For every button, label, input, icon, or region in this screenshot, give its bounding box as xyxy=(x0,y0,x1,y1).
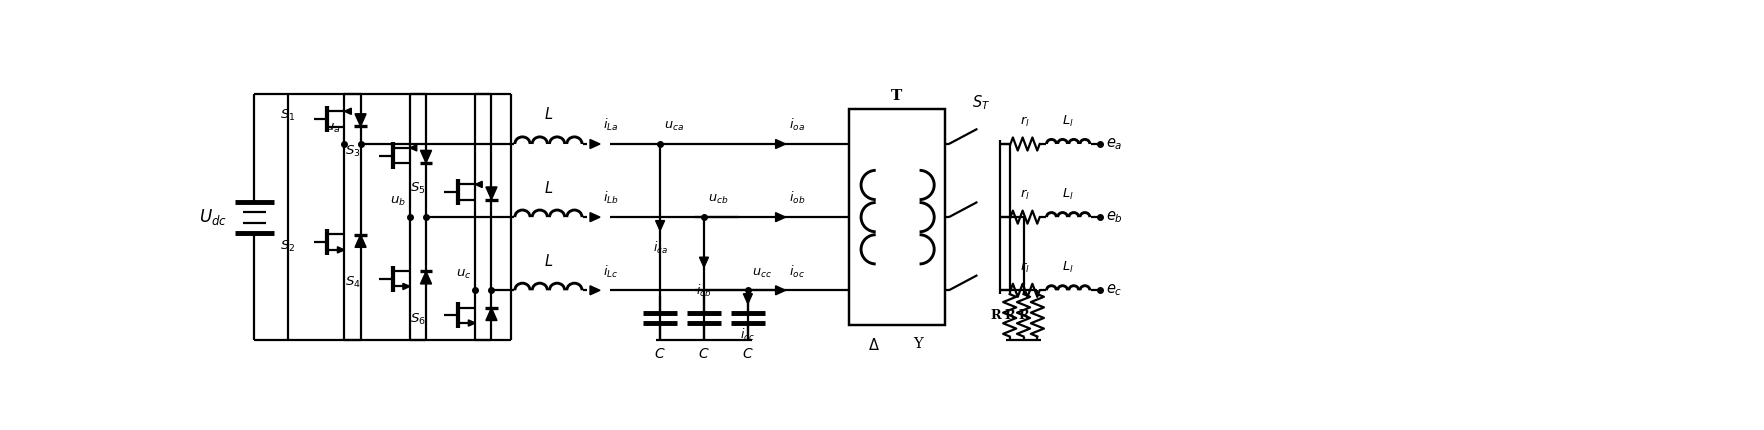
Text: $L_l$: $L_l$ xyxy=(1062,187,1073,202)
Polygon shape xyxy=(409,145,416,151)
Text: $C$: $C$ xyxy=(699,347,709,360)
Text: T: T xyxy=(891,89,901,103)
Polygon shape xyxy=(355,114,365,126)
Text: $i_{Lc}$: $i_{Lc}$ xyxy=(603,264,617,280)
Text: $S_6$: $S_6$ xyxy=(409,312,425,327)
Text: $u_{c}$: $u_{c}$ xyxy=(455,268,471,281)
Text: $C$: $C$ xyxy=(654,347,665,360)
Polygon shape xyxy=(420,150,432,163)
Text: $i_{ob}$: $i_{ob}$ xyxy=(789,190,804,206)
Text: $u_{cb}$: $u_{cb}$ xyxy=(707,193,729,206)
Text: $L$: $L$ xyxy=(543,253,552,269)
Polygon shape xyxy=(420,271,432,284)
Text: $\Delta$: $\Delta$ xyxy=(868,337,878,353)
Polygon shape xyxy=(337,247,344,253)
Text: $i_{cc}$: $i_{cc}$ xyxy=(741,327,755,343)
Polygon shape xyxy=(467,320,475,326)
Polygon shape xyxy=(485,308,497,320)
Text: $i_{oc}$: $i_{oc}$ xyxy=(789,264,804,280)
Text: R: R xyxy=(1004,309,1014,322)
Polygon shape xyxy=(699,257,707,267)
Text: $e_{c}$: $e_{c}$ xyxy=(1106,283,1122,298)
Text: $L$: $L$ xyxy=(543,180,552,196)
Polygon shape xyxy=(774,286,785,295)
Polygon shape xyxy=(485,187,497,200)
Polygon shape xyxy=(589,139,600,148)
Text: $u_{cc}$: $u_{cc}$ xyxy=(751,267,771,280)
Polygon shape xyxy=(743,294,751,304)
Polygon shape xyxy=(589,213,600,221)
Text: $S_5$: $S_5$ xyxy=(411,181,425,196)
Text: $e_{a}$: $e_{a}$ xyxy=(1106,136,1122,152)
Text: $i_{oa}$: $i_{oa}$ xyxy=(789,117,804,133)
Polygon shape xyxy=(355,235,365,247)
Text: $r_l$: $r_l$ xyxy=(1020,261,1030,275)
Text: $i_{cb}$: $i_{cb}$ xyxy=(697,283,711,299)
Polygon shape xyxy=(774,213,785,221)
Text: $i_{La}$: $i_{La}$ xyxy=(603,117,617,133)
Text: Y: Y xyxy=(912,337,923,351)
Text: $e_{b}$: $e_{b}$ xyxy=(1106,209,1122,225)
Text: $L$: $L$ xyxy=(543,107,552,123)
Text: $u_{ca}$: $u_{ca}$ xyxy=(663,120,684,133)
Text: R: R xyxy=(1018,309,1028,322)
Polygon shape xyxy=(344,108,351,114)
Text: R: R xyxy=(990,309,1000,322)
Polygon shape xyxy=(774,139,785,148)
Text: $L_l$: $L_l$ xyxy=(1062,260,1073,275)
Text: $L_l$: $L_l$ xyxy=(1062,114,1073,129)
Text: $r_l$: $r_l$ xyxy=(1020,114,1030,129)
Text: $S_3$: $S_3$ xyxy=(344,144,360,159)
Text: $i_{Lb}$: $i_{Lb}$ xyxy=(603,190,619,206)
Text: $r_l$: $r_l$ xyxy=(1020,187,1030,202)
Text: $u_{a}$: $u_{a}$ xyxy=(325,122,340,135)
Polygon shape xyxy=(654,221,665,230)
Bar xyxy=(848,109,944,325)
Polygon shape xyxy=(475,181,482,187)
Text: $S_2$: $S_2$ xyxy=(279,239,295,254)
Text: $S_4$: $S_4$ xyxy=(344,275,360,290)
Text: $C$: $C$ xyxy=(741,347,753,360)
Text: $S_1$: $S_1$ xyxy=(279,108,295,123)
Text: $S_T$: $S_T$ xyxy=(972,93,990,112)
Text: $U_{dc}$: $U_{dc}$ xyxy=(199,207,226,227)
Polygon shape xyxy=(402,283,409,289)
Text: $i_{ca}$: $i_{ca}$ xyxy=(653,240,667,256)
Polygon shape xyxy=(589,286,600,295)
Text: $u_{b}$: $u_{b}$ xyxy=(390,195,406,208)
